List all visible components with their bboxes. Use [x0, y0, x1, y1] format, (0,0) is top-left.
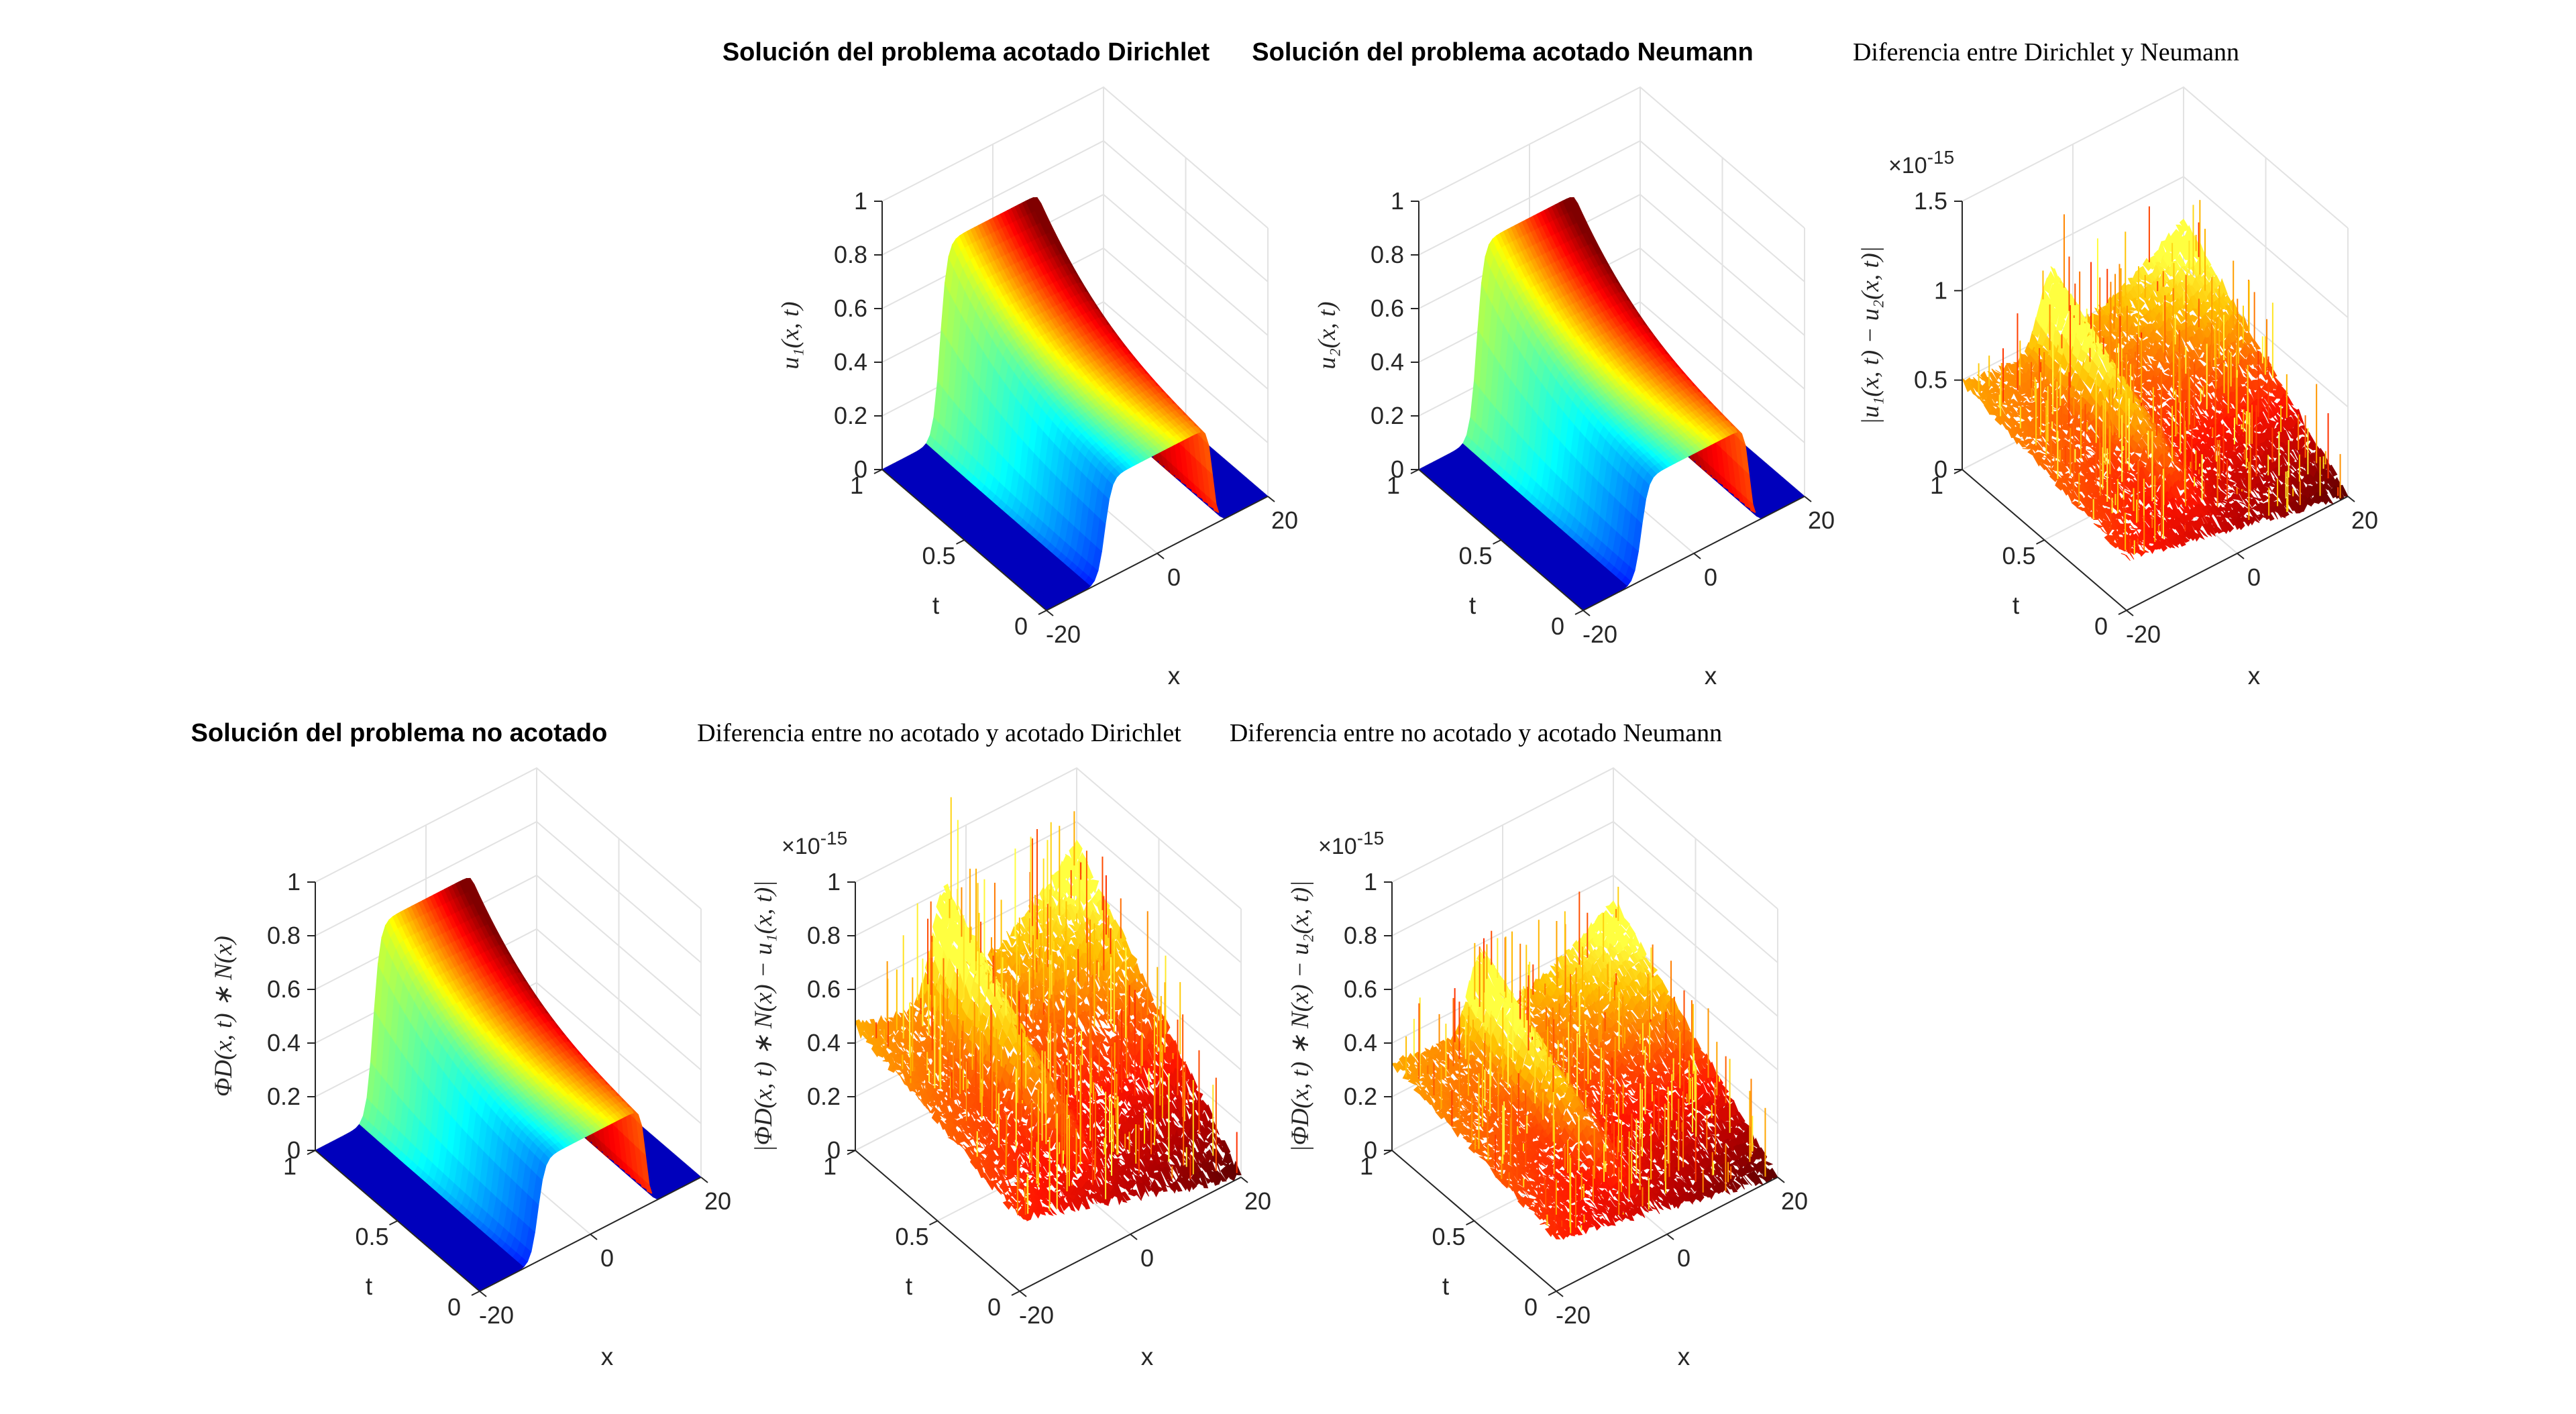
- z-tick-label: 0: [854, 455, 867, 483]
- z-axis-label: u₂(x, t): [1313, 301, 1341, 369]
- surface: [881, 197, 1269, 611]
- x-tick-label: 0: [1704, 563, 1717, 591]
- t-tick-label: 0.5: [922, 542, 955, 569]
- z-tick-label: 0.4: [834, 348, 867, 376]
- x-tick-label: 20: [1271, 506, 1298, 534]
- t-tick-label: 0: [1014, 612, 1028, 640]
- chart-title: Solución del problema acotado Dirichlet: [722, 38, 1210, 66]
- x-tick-label: 20: [1808, 506, 1835, 534]
- x-tick-label: -20: [1582, 620, 1617, 648]
- grid-line: [881, 140, 1269, 282]
- x-tick: [1157, 553, 1165, 559]
- surface: [1962, 200, 2349, 561]
- t-tick: [1493, 539, 1501, 545]
- x-tick: [1582, 610, 1591, 616]
- z-tick-label: 0: [1391, 455, 1404, 483]
- grid-line: [1418, 140, 1805, 282]
- z-tick-label: 1: [1391, 187, 1404, 215]
- x-tick: [1046, 610, 1054, 616]
- z-tick-label: 0.2: [834, 402, 867, 429]
- z-tick-label: 0.2: [1371, 402, 1404, 429]
- t-tick: [956, 539, 965, 545]
- z-axis-label: u₁(x, t): [777, 301, 804, 369]
- grid-line: [1962, 86, 2349, 229]
- x-tick: [1267, 496, 1275, 502]
- t-tick-label: 0.5: [1458, 542, 1492, 569]
- x-axis-label: x: [1168, 662, 1181, 690]
- z-tick-label: 0.8: [834, 241, 867, 268]
- x-tick-label: 0: [1167, 563, 1181, 591]
- t-tick: [1574, 610, 1584, 615]
- x-tick: [1693, 553, 1701, 559]
- grid-line: [881, 86, 1269, 229]
- x-axis-label: x: [1705, 662, 1717, 690]
- chart-title: Solución del problema acotado Neumann: [1252, 38, 1753, 66]
- x-tick: [1804, 496, 1812, 502]
- t-axis-label: t: [932, 592, 940, 619]
- t-tick: [1038, 610, 1047, 615]
- t-axis-label: t: [1469, 592, 1477, 619]
- z-tick-label: 0.4: [1371, 348, 1404, 376]
- grid-line: [1418, 86, 1805, 229]
- z-tick-label: 0.8: [1371, 241, 1404, 268]
- z-tick-label: 1: [854, 187, 867, 215]
- x-tick-label: -20: [1046, 620, 1081, 648]
- z-tick-label: 0.6: [834, 294, 867, 322]
- z-tick-label: 0.6: [1371, 294, 1404, 322]
- t-tick-label: 0: [1551, 612, 1564, 640]
